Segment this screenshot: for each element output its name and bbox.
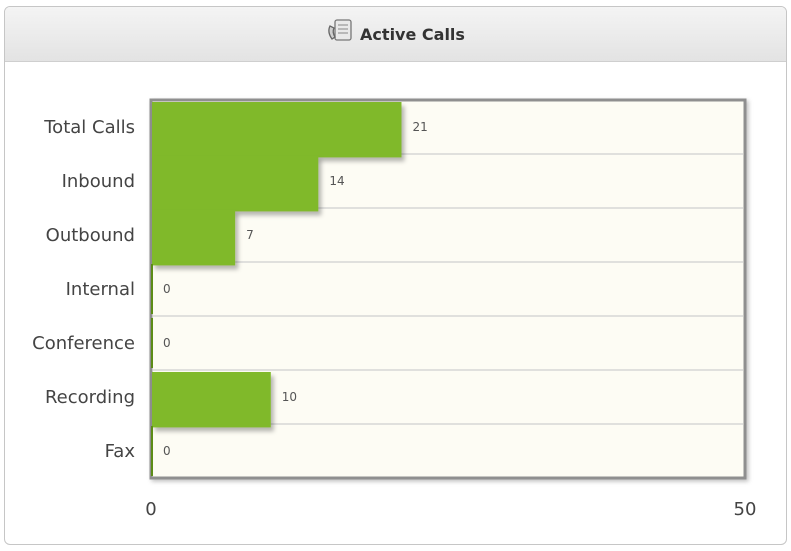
- labels: Total Calls 21 Inbound 14 Outbound 7 Internal 0…: [32, 117, 756, 520]
- value-label: 7: [246, 228, 254, 242]
- bar-recording: [152, 372, 271, 428]
- value-label: 10: [282, 390, 297, 404]
- bar-inbound: [152, 156, 319, 212]
- category-label: Fax: [105, 441, 136, 462]
- value-label: 0: [163, 336, 171, 350]
- bar-total-calls: [152, 102, 402, 158]
- panel-title: Active Calls: [360, 24, 465, 44]
- bar-outbound: [152, 210, 236, 266]
- x-tick-label: 0: [145, 499, 156, 520]
- panel-header-content: Active Calls: [5, 7, 786, 61]
- category-label: Conference: [32, 333, 135, 354]
- panel-header: Active Calls: [5, 7, 786, 62]
- value-label: 0: [163, 444, 171, 458]
- value-label: 21: [412, 120, 427, 134]
- category-label: Outbound: [46, 225, 135, 246]
- grid-lines: [153, 153, 743, 425]
- category-label: Recording: [45, 387, 135, 408]
- phone-handset-icon: [328, 19, 352, 41]
- category-label: Inbound: [62, 171, 135, 192]
- category-label: Total Calls: [43, 117, 135, 138]
- x-tick-label: 50: [734, 499, 757, 520]
- category-label: Internal: [66, 279, 135, 300]
- bars: [151, 102, 402, 476]
- value-label: 0: [163, 282, 171, 296]
- value-label: 14: [329, 174, 344, 188]
